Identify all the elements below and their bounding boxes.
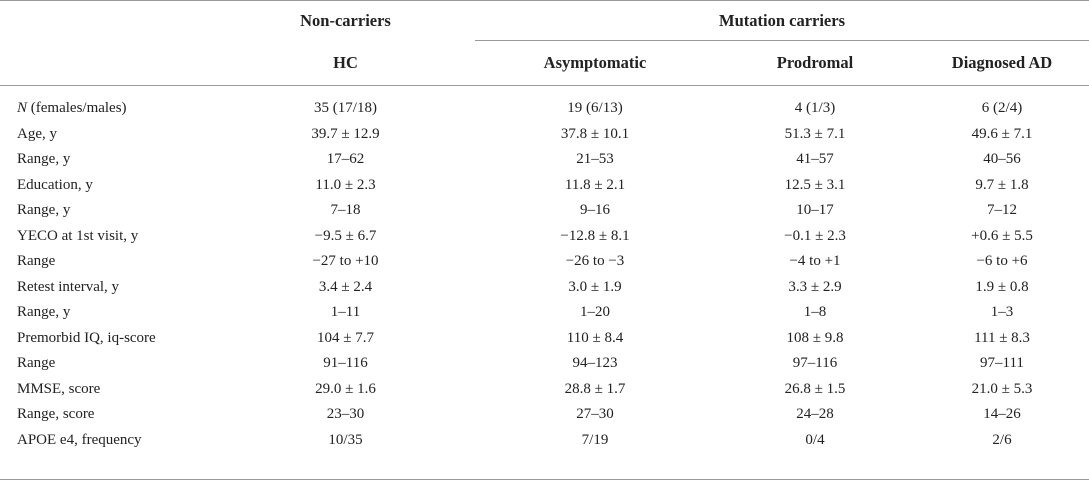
cell-diagnosed-ad: +0.6 ± 5.5	[971, 227, 1033, 244]
cell-asymptomatic: 110 ± 8.4	[566, 329, 624, 346]
table-row: Range, y 7–18 9–16 10–17 7–12	[0, 198, 1089, 224]
cell-diagnosed-ad: 1.9 ± 0.8	[975, 278, 1029, 295]
cell-asymptomatic: 37.8 ± 10.1	[560, 125, 630, 142]
cell-hc: 104 ± 7.7	[317, 329, 374, 346]
cell-hc: 7–18	[330, 202, 361, 219]
cell-diagnosed-ad: −6 to +6	[976, 253, 1028, 270]
cell-diagnosed-ad: 14–26	[983, 406, 1021, 423]
cell-prodromal: 51.3 ± 7.1	[784, 125, 846, 142]
cell-diagnosed-ad: 7–12	[987, 202, 1017, 219]
cell-hc: 17–62	[326, 151, 365, 168]
cell-diagnosed-ad: 111 ± 8.3	[974, 329, 1030, 346]
cell-hc: 39.7 ± 12.9	[311, 125, 380, 142]
cell-prodromal: 3.3 ± 2.9	[788, 278, 842, 295]
row-label: Range, score	[17, 406, 95, 423]
cell-prodromal: 10–17	[796, 202, 834, 219]
cell-hc: 3.4 ± 2.4	[318, 278, 373, 295]
table-row: APOE e4, frequency 10/35 7/19 0/4 2/6	[0, 428, 1089, 454]
cell-prodromal: 24–28	[796, 406, 834, 423]
row-label: Education, y	[17, 176, 93, 193]
table-row: Range −27 to +10 −26 to −3 −4 to +1 −6 t…	[0, 249, 1089, 275]
cell-diagnosed-ad: 9.7 ± 1.8	[975, 176, 1029, 193]
row-label: Range, y	[17, 304, 71, 321]
cell-asymptomatic: 9–16	[580, 202, 610, 219]
cell-asymptomatic: 3.0 ± 1.9	[568, 278, 622, 295]
cell-prodromal: 4 (1/3)	[794, 100, 836, 117]
col-header-prodromal: Prodromal	[715, 40, 915, 86]
cell-asymptomatic: 94–123	[572, 355, 618, 372]
col-header-hc: HC	[216, 40, 475, 86]
cell-asymptomatic: 1–20	[580, 304, 610, 321]
row-label: Range, y	[17, 151, 71, 168]
table-row: Range, y 17–62 21–53 41–57 40–56	[0, 147, 1089, 173]
table-row: MMSE, score 29.0 ± 1.6 28.8 ± 1.7 26.8 ±…	[0, 377, 1089, 403]
row-label: Premorbid IQ, iq-score	[17, 329, 156, 346]
row-label: Range	[17, 253, 56, 270]
table-header: Non-carriers Mutation carriers HC Asympt…	[0, 0, 1089, 97]
cell-asymptomatic: 11.8 ± 2.1	[564, 176, 626, 193]
cell-asymptomatic: 21–53	[576, 151, 614, 168]
cell-diagnosed-ad: 40–56	[983, 151, 1021, 168]
col-header-diagnosed-ad: Diagnosed AD	[915, 40, 1089, 86]
cell-hc: 91–116	[323, 355, 368, 372]
cell-hc: 23–30	[326, 406, 365, 423]
cell-asymptomatic: −12.8 ± 8.1	[560, 227, 630, 244]
cell-hc: 29.0 ± 1.6	[315, 380, 376, 397]
cell-hc: 10/35	[328, 431, 363, 448]
table-row: N (females/males) 35 (17/18) 19 (6/13) 4…	[0, 96, 1089, 122]
cell-diagnosed-ad: 21.0 ± 5.3	[971, 380, 1033, 397]
demographics-table: Non-carriers Mutation carriers HC Asympt…	[0, 0, 1089, 480]
cell-hc: 11.0 ± 2.3	[315, 176, 376, 193]
table-row: Range 91–116 94–123 97–116 97–111	[0, 351, 1089, 377]
cell-asymptomatic: 27–30	[576, 406, 614, 423]
cell-prodromal: 12.5 ± 3.1	[784, 176, 846, 193]
table-row: Education, y 11.0 ± 2.3 11.8 ± 2.1 12.5 …	[0, 173, 1089, 199]
cell-asymptomatic: 28.8 ± 1.7	[564, 380, 626, 397]
header-empty-cell-2	[0, 40, 216, 86]
cell-diagnosed-ad: 6 (2/4)	[981, 100, 1023, 117]
cell-diagnosed-ad: 97–111	[980, 355, 1024, 372]
cell-prodromal: −0.1 ± 2.3	[784, 227, 846, 244]
cell-hc: −9.5 ± 6.7	[314, 227, 377, 244]
table-body: N (females/males) 35 (17/18) 19 (6/13) 4…	[0, 96, 1089, 480]
row-label: Age, y	[17, 125, 57, 142]
row-label: Range, y	[17, 202, 71, 219]
cell-diagnosed-ad: 2/6	[992, 431, 1012, 448]
table-row: Range, y 1–11 1–20 1–8 1–3	[0, 300, 1089, 326]
cell-asymptomatic: −26 to −3	[565, 253, 625, 270]
row-label: Retest interval, y	[17, 278, 120, 295]
cell-diagnosed-ad: 1–3	[990, 304, 1014, 321]
table-row: Premorbid IQ, iq-score 104 ± 7.7 110 ± 8…	[0, 326, 1089, 352]
table-row: Retest interval, y 3.4 ± 2.4 3.0 ± 1.9 3…	[0, 275, 1089, 301]
cell-prodromal: 108 ± 9.8	[786, 329, 844, 346]
row-label: Range	[17, 355, 56, 372]
row-label: YECO at 1st visit, y	[17, 227, 139, 244]
table-row: Age, y 39.7 ± 12.9 37.8 ± 10.1 51.3 ± 7.…	[0, 122, 1089, 148]
cell-prodromal: 1–8	[803, 304, 827, 321]
header-empty-cell	[0, 2, 216, 41]
cell-diagnosed-ad: 49.6 ± 7.1	[971, 125, 1033, 142]
cell-prodromal: 97–116	[792, 355, 838, 372]
cell-asymptomatic: 7/19	[581, 431, 609, 448]
cell-prodromal: 26.8 ± 1.5	[784, 380, 846, 397]
row-label: APOE e4, frequency	[17, 431, 142, 448]
cell-prodromal: 41–57	[796, 151, 834, 168]
group-non-carriers: Non-carriers	[300, 11, 391, 31]
cell-prodromal: 0/4	[805, 431, 825, 448]
cell-asymptomatic: 19 (6/13)	[567, 100, 623, 117]
group-mutation-carriers: Mutation carriers	[475, 2, 1089, 41]
row-label: MMSE, score	[17, 380, 101, 397]
cell-prodromal: −4 to +1	[789, 253, 841, 270]
table-row: YECO at 1st visit, y −9.5 ± 6.7 −12.8 ± …	[0, 224, 1089, 250]
table-row: Range, score 23–30 27–30 24–28 14–26	[0, 402, 1089, 428]
cell-hc: 1–11	[330, 304, 361, 321]
cell-hc: 35 (17/18)	[314, 100, 377, 117]
cell-hc: −27 to +10	[312, 253, 379, 270]
row-label: N (females/males)	[17, 100, 127, 117]
col-header-asymptomatic: Asymptomatic	[475, 40, 715, 86]
